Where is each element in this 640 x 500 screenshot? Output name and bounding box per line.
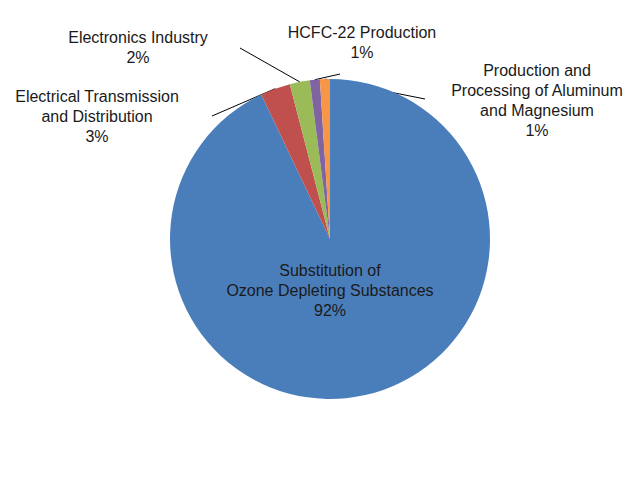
- svg-text:and Distribution: and Distribution: [41, 108, 152, 125]
- svg-text:92%: 92%: [314, 302, 346, 319]
- svg-text:2%: 2%: [126, 49, 149, 66]
- svg-text:3%: 3%: [85, 128, 108, 145]
- svg-text:Processing of Aluminum: Processing of Aluminum: [451, 82, 623, 99]
- svg-text:Electronics Industry: Electronics Industry: [68, 29, 208, 46]
- svg-text:Production and: Production and: [483, 62, 591, 79]
- svg-text:Substitution of: Substitution of: [279, 262, 381, 279]
- svg-text:1%: 1%: [350, 44, 373, 61]
- svg-text:and Magnesium: and Magnesium: [480, 102, 594, 119]
- svg-text:1%: 1%: [525, 122, 548, 139]
- svg-text:Electrical Transmission: Electrical Transmission: [15, 88, 179, 105]
- svg-text:HCFC-22 Production: HCFC-22 Production: [288, 24, 437, 41]
- svg-text:Ozone Depleting Substances: Ozone Depleting Substances: [226, 282, 433, 299]
